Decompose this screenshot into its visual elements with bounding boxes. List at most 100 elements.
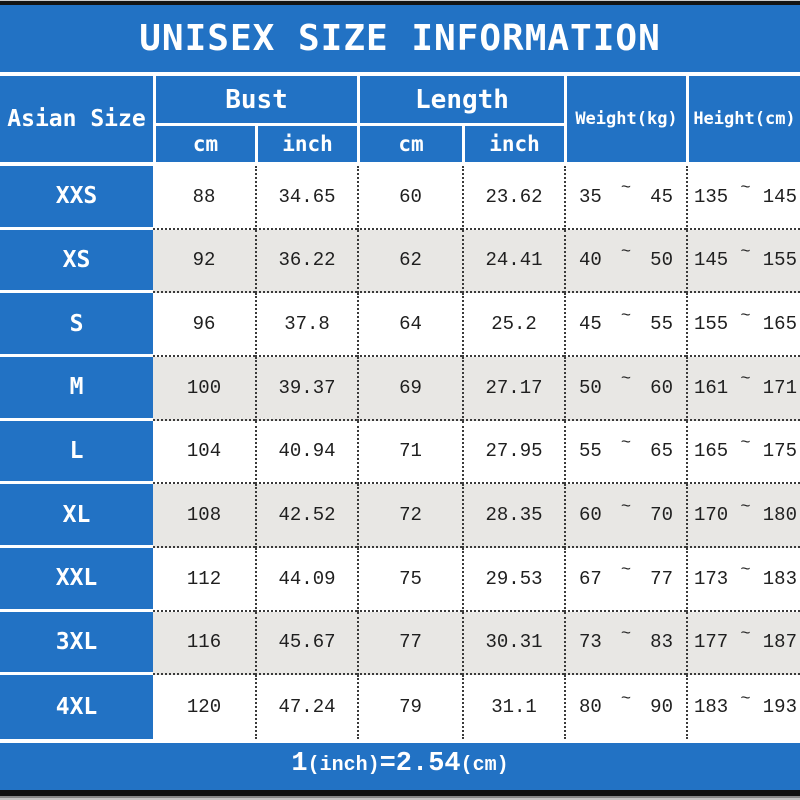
length-inch-value: 31.1 <box>462 675 564 739</box>
length-inch-value: 23.62 <box>462 166 564 230</box>
header-bust-cm: cm <box>153 126 255 162</box>
height-min: 155 <box>694 313 729 336</box>
height-max: 193 <box>762 696 797 719</box>
length-cm-value: 72 <box>357 484 462 548</box>
weight-min: 67 <box>579 567 602 590</box>
bust-inch-value: 42.52 <box>255 484 357 548</box>
bust-cm-value: 116 <box>153 611 255 676</box>
header-weight: Weight(kg) <box>564 76 686 162</box>
header-length: Length <box>357 76 564 126</box>
length-inch-value: 27.17 <box>462 357 564 421</box>
size-label: M <box>0 357 153 421</box>
tilde-symbol: ~ <box>620 306 632 326</box>
weight-range: 35 ~ 45 <box>564 166 686 230</box>
footer-band: 1 (inch) =2.54 (cm) <box>0 743 800 790</box>
weight-max: 83 <box>650 631 673 654</box>
length-inch-value: 29.53 <box>462 548 564 612</box>
weight-range: 60 ~ 70 <box>564 484 686 548</box>
bust-inch-value: 40.94 <box>255 420 357 485</box>
length-inch-value: 28.35 <box>462 484 564 548</box>
weight-range: 73 ~ 83 <box>564 611 686 676</box>
length-inch-value: 27.95 <box>462 420 564 485</box>
height-max: 171 <box>762 376 797 399</box>
bottom-edge-gray <box>0 796 800 798</box>
table-row: M 100 39.37 69 27.17 50 ~ 60 161 ~ 171 <box>0 357 800 421</box>
height-range: 183 ~ 193 <box>686 675 800 739</box>
size-label: 4XL <box>0 675 153 739</box>
top-edge-light <box>0 0 800 1</box>
table-row: XS 92 36.22 62 24.41 40 ~ 50 145 ~ 155 <box>0 229 800 294</box>
footer-conversion-number: =2.54 <box>379 749 461 779</box>
tilde-symbol: ~ <box>620 433 632 453</box>
height-range: 145 ~ 155 <box>686 229 800 294</box>
table-body: XXS 88 34.65 60 23.62 35 ~ 45 135 ~ 145 … <box>0 166 800 739</box>
footer-conversion-number: 1 <box>291 749 308 779</box>
size-label: XXL <box>0 548 153 612</box>
weight-range: 40 ~ 50 <box>564 229 686 294</box>
height-min: 183 <box>694 696 729 719</box>
length-inch-value: 25.2 <box>462 293 564 357</box>
table-row: 4XL 120 47.24 79 31.1 80 ~ 90 183 ~ 193 <box>0 675 800 739</box>
length-cm-value: 79 <box>357 675 462 739</box>
tilde-symbol: ~ <box>620 497 632 517</box>
height-range: 155 ~ 165 <box>686 293 800 357</box>
table-row: XL 108 42.52 72 28.35 60 ~ 70 170 ~ 180 <box>0 484 800 548</box>
bust-inch-value: 37.8 <box>255 293 357 357</box>
height-range: 170 ~ 180 <box>686 484 800 548</box>
table-header: Asian Size Bust Length Weight(kg) Height… <box>0 76 800 162</box>
bust-cm-value: 104 <box>153 420 255 485</box>
height-max: 155 <box>762 249 797 272</box>
header-bust-inch: inch <box>255 126 357 162</box>
height-range: 177 ~ 187 <box>686 611 800 676</box>
divider <box>0 739 800 743</box>
height-max: 187 <box>762 631 797 654</box>
weight-max: 65 <box>650 440 673 463</box>
bottom-edge-light <box>0 798 800 800</box>
bottom-edge-black <box>0 790 800 796</box>
tilde-symbol: ~ <box>620 689 632 709</box>
length-inch-value: 24.41 <box>462 229 564 294</box>
length-cm-value: 60 <box>357 166 462 230</box>
height-max: 175 <box>762 440 797 463</box>
tilde-symbol: ~ <box>620 561 632 581</box>
tilde-symbol: ~ <box>620 242 632 262</box>
weight-min: 73 <box>579 631 602 654</box>
height-min: 173 <box>694 567 729 590</box>
length-cm-value: 64 <box>357 293 462 357</box>
bust-inch-value: 45.67 <box>255 611 357 676</box>
tilde-symbol: ~ <box>740 624 751 644</box>
header-asian-size: Asian Size <box>0 76 153 162</box>
bust-inch-value: 34.65 <box>255 166 357 230</box>
weight-min: 35 <box>579 185 602 208</box>
weight-min: 80 <box>579 696 602 719</box>
weight-min: 50 <box>579 376 602 399</box>
bust-cm-value: 92 <box>153 229 255 294</box>
weight-range: 80 ~ 90 <box>564 675 686 739</box>
height-max: 145 <box>762 185 797 208</box>
weight-range: 45 ~ 55 <box>564 293 686 357</box>
table-row: 3XL 116 45.67 77 30.31 73 ~ 83 177 ~ 187 <box>0 611 800 676</box>
size-label: XXS <box>0 166 153 230</box>
height-min: 145 <box>694 249 729 272</box>
height-max: 165 <box>762 313 797 336</box>
weight-min: 60 <box>579 504 602 527</box>
weight-min: 45 <box>579 313 602 336</box>
top-edge-black <box>0 1 800 5</box>
size-label: S <box>0 293 153 357</box>
tilde-symbol: ~ <box>740 370 751 390</box>
weight-min: 40 <box>579 249 602 272</box>
weight-max: 55 <box>650 313 673 336</box>
divider <box>0 72 800 76</box>
tilde-symbol: ~ <box>620 624 632 644</box>
length-inch-value: 30.31 <box>462 611 564 676</box>
bust-cm-value: 112 <box>153 548 255 612</box>
tilde-symbol: ~ <box>740 497 751 517</box>
height-min: 135 <box>694 185 729 208</box>
tilde-symbol: ~ <box>740 242 751 262</box>
height-min: 165 <box>694 440 729 463</box>
size-label: 3XL <box>0 611 153 676</box>
length-cm-value: 69 <box>357 357 462 421</box>
bust-inch-value: 36.22 <box>255 229 357 294</box>
weight-max: 77 <box>650 567 673 590</box>
weight-max: 60 <box>650 376 673 399</box>
